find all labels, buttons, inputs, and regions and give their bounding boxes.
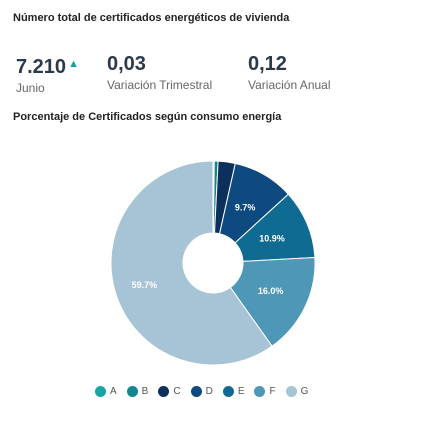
data-label-G: 59.7% (132, 280, 158, 290)
legend-item-D[interactable]: D (190, 386, 213, 397)
kpi-quarterly-label: Variación Trimestral (107, 78, 213, 92)
trend-up-icon: ▲ (68, 58, 79, 70)
kpi-annual-label: Variación Anual (248, 78, 331, 92)
data-label-F: 16.0% (258, 286, 284, 296)
legend-label: B (141, 386, 149, 397)
legend-label: D (205, 386, 213, 397)
kpi-quarterly-value: 0,03 (107, 53, 146, 75)
chart-title: Porcentaje de Certificados según consumo… (13, 111, 282, 123)
kpi-quarterly: 0,03 Variación Trimestral (107, 52, 212, 92)
legend-dot-icon (254, 386, 266, 397)
data-label-E: 10.9% (259, 233, 285, 243)
legend-item-C[interactable]: C (158, 386, 181, 397)
legend-dot-icon (190, 386, 202, 397)
certificates-total-title: Número total de certificados energéticos… (13, 12, 290, 24)
legend-dot-icon (158, 386, 170, 397)
data-label-D: 9.7% (235, 203, 256, 213)
legend-label: G (300, 386, 309, 397)
legend-dot-icon (126, 386, 138, 397)
slice-F[interactable] (229, 257, 316, 347)
kpi-total-value: 7.210 ▲ (16, 56, 79, 78)
legend-item-F[interactable]: F (254, 386, 276, 397)
kpi-total: 7.210 ▲ Junio (16, 52, 79, 95)
kpi-annual: 0,12 Variación Anual (248, 52, 331, 92)
legend-dot-icon (95, 386, 106, 397)
legend-item-G[interactable]: G (285, 386, 309, 397)
slice-G[interactable] (110, 160, 273, 366)
legend-label: F (269, 386, 276, 397)
chart-legend: A B C D E F G (95, 386, 308, 397)
legend-item-E[interactable]: E (222, 386, 245, 397)
legend-label: E (237, 386, 245, 397)
legend-item-A[interactable]: A (95, 386, 117, 397)
legend-item-B[interactable]: B (126, 386, 149, 397)
legend-label: C (173, 386, 181, 397)
legend-label: A (110, 386, 117, 397)
kpi-total-label: Junio (16, 81, 45, 95)
legend-dot-icon (222, 386, 234, 397)
kpi-annual-value: 0,12 (248, 53, 287, 75)
legend-dot-icon (285, 386, 297, 397)
